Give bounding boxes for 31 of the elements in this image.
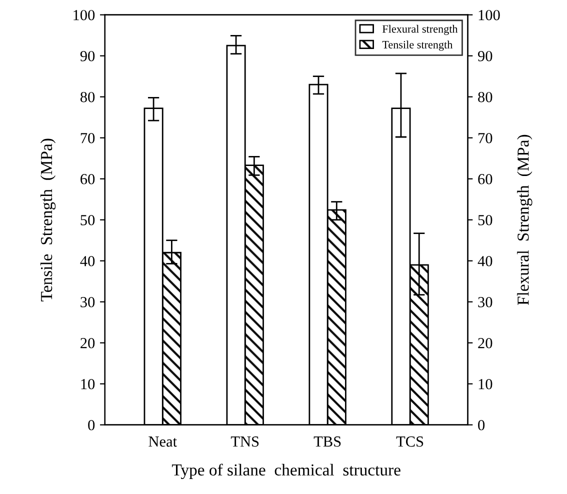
legend-label: Tensile strength xyxy=(382,40,453,51)
y-tick-label: 50 xyxy=(80,214,95,226)
y-tick-label: 30 xyxy=(80,296,95,308)
y2-tick-label: 20 xyxy=(478,338,492,348)
y2-tick-label: 30 xyxy=(478,296,492,308)
x-tick-label: TBS xyxy=(314,436,341,447)
legend-label: Flexural strength xyxy=(382,24,458,35)
y-tick-label: 100 xyxy=(74,10,95,20)
y2-tick-label: 10 xyxy=(478,378,492,390)
y-axis-title: Tensile Strength (MPa) xyxy=(40,138,56,302)
x-tick-label: Neat xyxy=(148,436,177,447)
y2-tick-label: 80 xyxy=(478,92,492,102)
y-tick-label: 70 xyxy=(80,132,95,144)
y-tick-label: 80 xyxy=(80,92,95,102)
y2-tick-label: 70 xyxy=(478,132,492,144)
y2-tick-label: 90 xyxy=(478,50,492,62)
x-axis-title: Type of silane chemical structure xyxy=(172,464,400,480)
y2-tick-label: 100 xyxy=(478,10,500,20)
x-tick-label: TCS xyxy=(396,436,424,447)
y2-tick-label: 40 xyxy=(478,256,492,266)
y2-tick-label: 60 xyxy=(478,174,492,184)
y-tick-label: 20 xyxy=(80,338,95,348)
y2-tick-label: 0 xyxy=(478,420,485,430)
y2-tick-label: 50 xyxy=(478,214,492,226)
y-tick-label: 0 xyxy=(88,420,95,430)
x-tick-label: TNS xyxy=(230,436,259,447)
y-tick-label: 90 xyxy=(80,50,95,62)
y2-axis-title: Flexural Strength (MPa) xyxy=(517,134,532,305)
y-tick-label: 10 xyxy=(81,378,95,390)
y-tick-label: 60 xyxy=(80,174,95,184)
y-tick-label: 40 xyxy=(80,256,95,266)
